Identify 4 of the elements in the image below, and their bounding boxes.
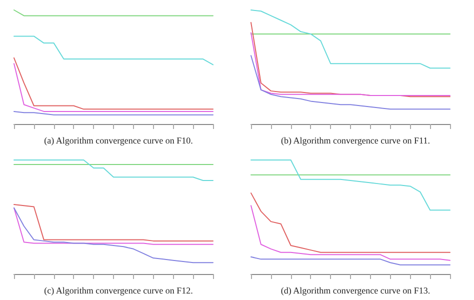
text: (c) Algorithm convergence curve on F12. [44,286,193,296]
text: (a) Algorithm convergence curve on F10. [44,136,193,146]
text: (d) Algorithm convergence curve on F13. [280,286,430,296]
text: (b) Algorithm convergence curve on F11. [281,136,430,146]
